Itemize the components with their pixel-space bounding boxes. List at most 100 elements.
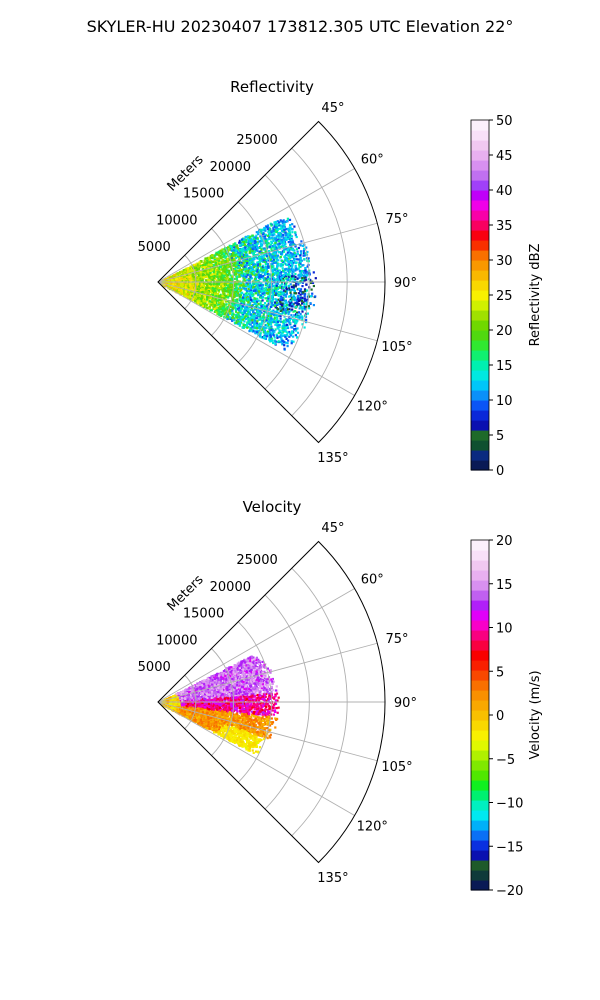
scan-pixel xyxy=(235,294,238,297)
scan-pixel xyxy=(275,258,279,261)
scan-pixel xyxy=(224,267,228,270)
scan-pixel xyxy=(213,287,216,290)
scan-pixel xyxy=(277,232,280,235)
scan-pixel xyxy=(289,252,292,255)
scan-pixel xyxy=(232,299,235,302)
scan-pixel xyxy=(221,248,224,251)
scan-pixel xyxy=(237,314,240,317)
scan-pixel xyxy=(205,271,208,274)
scan-pixel xyxy=(250,239,254,242)
scan-pixel xyxy=(223,291,226,294)
scan-pixel xyxy=(235,278,239,281)
scan-pixel xyxy=(256,249,259,253)
scan-pixel xyxy=(184,283,188,287)
scan-pixel xyxy=(267,272,270,276)
scan-pixel xyxy=(268,291,271,294)
scan-pixel xyxy=(185,279,188,283)
scan-pixel xyxy=(242,266,245,269)
scan-pixel xyxy=(224,290,227,293)
scan-pixel xyxy=(236,267,239,270)
scan-pixel xyxy=(254,314,257,317)
scan-pixel xyxy=(261,320,264,323)
scan-pixel xyxy=(253,323,256,326)
scan-pixel xyxy=(260,251,263,254)
scan-pixel xyxy=(294,262,297,265)
scan-pixel xyxy=(291,247,294,250)
scan-pixel xyxy=(228,258,231,261)
scan-pixel xyxy=(236,300,239,303)
scan-pixel xyxy=(246,283,249,286)
scan-pixel xyxy=(269,340,272,343)
scan-pixel xyxy=(234,254,237,257)
scan-pixel xyxy=(291,275,294,278)
scan-pixel xyxy=(163,281,166,284)
scan-pixel xyxy=(237,253,240,256)
scan-pixel xyxy=(284,327,287,330)
scan-pixel xyxy=(268,320,271,324)
scan-pixel xyxy=(244,280,247,283)
scan-pixel xyxy=(270,274,273,277)
scan-pixel xyxy=(299,304,302,307)
scan-pixel xyxy=(281,279,284,282)
scan-pixel xyxy=(270,325,273,328)
scan-pixel xyxy=(187,272,190,275)
scan-pixel xyxy=(225,247,228,250)
scan-pixel xyxy=(306,259,309,263)
scan-pixel xyxy=(200,291,203,294)
scan-pixel xyxy=(296,327,299,330)
scan-pixel xyxy=(189,288,192,291)
scan-pixel xyxy=(250,245,253,248)
scan-pixel xyxy=(259,235,262,238)
scan-pixel xyxy=(222,252,226,255)
scan-pixel xyxy=(269,289,272,292)
scan-pixel xyxy=(292,319,296,322)
scan-pixel xyxy=(246,321,249,324)
scan-pixel xyxy=(224,316,227,319)
scan-pixel xyxy=(289,226,292,229)
scan-pixel xyxy=(286,249,289,252)
scan-pixel xyxy=(216,279,219,282)
scan-pixel xyxy=(214,254,217,257)
scan-pixel xyxy=(211,268,214,271)
scan-pixel xyxy=(223,285,226,288)
scan-pixel xyxy=(249,270,252,274)
scan-pixel xyxy=(266,330,269,333)
scan-pixel xyxy=(268,228,271,231)
scan-pixel xyxy=(219,261,222,264)
scan-pixel xyxy=(262,313,265,316)
scan-pixel xyxy=(253,266,256,269)
scan-pixel xyxy=(248,330,251,333)
scan-pixel xyxy=(274,320,277,324)
scan-pixel xyxy=(181,277,184,280)
scan-pixel xyxy=(237,305,240,308)
scan-pixel xyxy=(252,289,255,293)
scan-pixel xyxy=(279,278,282,281)
scan-pixel xyxy=(303,258,306,261)
scan-pixel xyxy=(246,294,249,297)
scan-pixel xyxy=(239,310,242,313)
scan-pixel xyxy=(285,318,289,321)
scan-pixel xyxy=(265,255,269,258)
scan-pixel xyxy=(294,268,297,271)
scan-pixel xyxy=(230,249,233,252)
scan-pixel xyxy=(193,295,196,298)
scan-pixel xyxy=(208,295,211,298)
scan-pixel xyxy=(237,256,241,259)
scan-pixel xyxy=(208,276,211,279)
scan-pixel xyxy=(179,286,182,289)
scan-pixel xyxy=(283,315,286,318)
scan-pixel xyxy=(282,319,285,322)
scan-pixel xyxy=(190,269,194,272)
scan-pixel xyxy=(228,303,231,307)
scan-pixel xyxy=(238,275,242,278)
scan-pixel xyxy=(265,305,268,308)
scan-pixel xyxy=(223,283,226,286)
scan-pixel xyxy=(239,290,242,293)
scan-pixel xyxy=(299,274,302,277)
scan-pixel xyxy=(272,289,275,293)
scan-pixel xyxy=(272,258,275,261)
scan-pixel xyxy=(290,305,293,308)
scan-pixel xyxy=(278,269,281,272)
scan-pixel xyxy=(256,261,259,264)
scan-pixel xyxy=(269,279,272,282)
